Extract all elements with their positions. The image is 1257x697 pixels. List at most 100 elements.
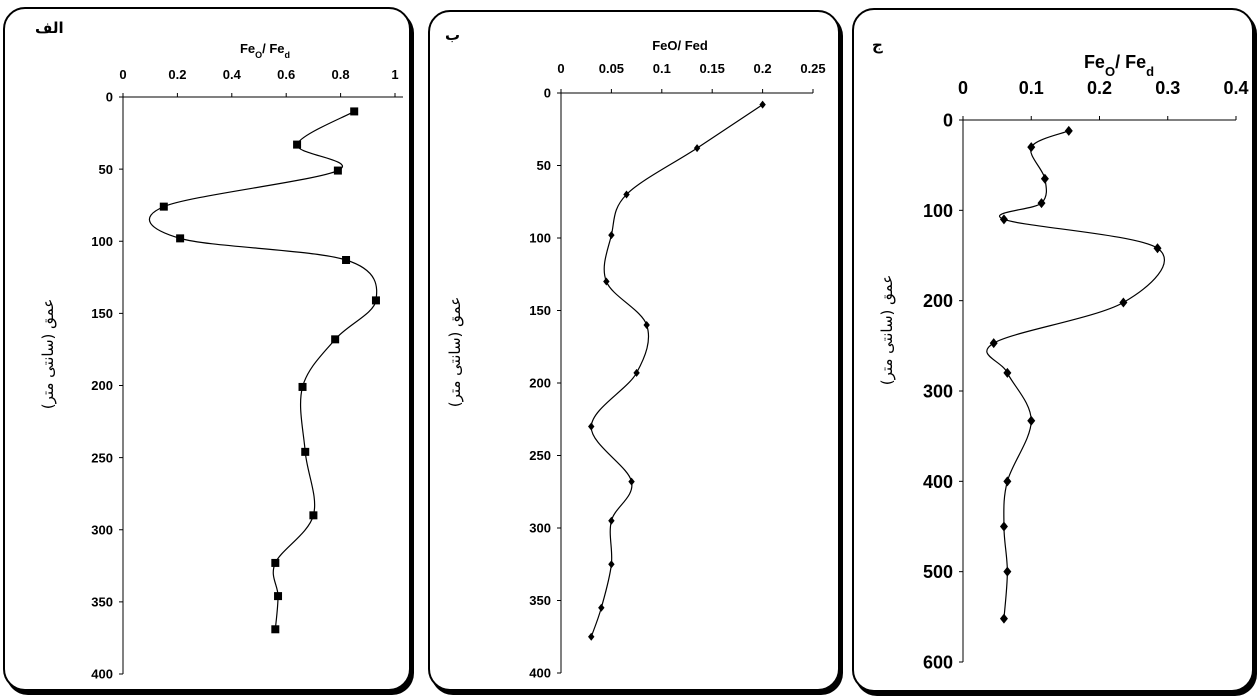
panel-label: الف [35, 19, 64, 37]
y-tick-label: 100 [923, 201, 953, 221]
x-tick-label: 0 [958, 78, 968, 98]
data-point [371, 296, 380, 305]
y-tick-label: 250 [529, 448, 551, 463]
data-point [588, 422, 595, 431]
data-point [1119, 297, 1128, 308]
y-tick-label: 150 [91, 306, 113, 321]
data-point [643, 321, 650, 329]
x-tick-label: 1 [391, 67, 398, 82]
data-point [159, 202, 168, 211]
x-tick-label: 0.8 [332, 67, 350, 82]
data-point [1153, 243, 1162, 254]
y-tick-label: 0 [106, 90, 113, 105]
series-line [148, 110, 378, 630]
x-tick-label: 0.1 [1019, 78, 1044, 98]
data-point [309, 511, 318, 520]
x-tick-label: 0.4 [1223, 78, 1248, 98]
data-point [1040, 173, 1049, 184]
x-tick-label: 0.3 [1155, 78, 1180, 98]
x-tick-label: 0.2 [1087, 78, 1112, 98]
chart-title: FeO/ Fed [652, 38, 708, 53]
y-tick-label: 500 [923, 562, 953, 582]
data-point [999, 521, 1008, 532]
data-point [271, 625, 280, 634]
x-tick-label: 0.15 [700, 61, 725, 76]
y-tick-label: 400 [529, 666, 551, 681]
data-point [331, 335, 340, 344]
data-point [293, 140, 302, 149]
y-tick-label: 350 [91, 595, 113, 610]
y-axis-label: عمق (سانتی متر) [446, 297, 464, 408]
y-tick-label: 50 [99, 162, 113, 177]
y-axis-label: عمق (سانتی متر) [878, 275, 896, 386]
x-tick-label: 0.25 [800, 61, 825, 76]
series-line [590, 104, 763, 637]
chart-panel-be: ب FeO/ Fed عمق (سانتی متر) 0 0.05 0.1 0.15 0.2 0… [428, 10, 840, 691]
x-tick-label: 0 [119, 67, 126, 82]
data-point [628, 477, 635, 486]
x-tick-label: 0.2 [754, 61, 772, 76]
data-point [623, 190, 630, 199]
data-point [342, 256, 351, 265]
y-tick-label: 150 [529, 303, 551, 318]
panel-label: ج [872, 36, 883, 54]
y-tick-label: 200 [529, 376, 551, 391]
y-axis-label: عمق (سانتی متر) [39, 299, 57, 410]
data-point [588, 632, 595, 641]
y-tick-label: 0 [544, 86, 551, 101]
y-tick-label: 250 [91, 450, 113, 465]
x-tick-label: 0.4 [223, 67, 242, 82]
data-point [999, 613, 1008, 624]
data-point [1003, 476, 1012, 487]
data-point [999, 214, 1008, 225]
data-point [274, 592, 283, 601]
data-point [759, 100, 766, 109]
y-tick-label: 0 [943, 110, 953, 130]
y-tick-label: 300 [91, 522, 113, 537]
y-tick-label: 600 [923, 652, 953, 672]
data-point [1064, 125, 1073, 136]
y-tick-label: 50 [537, 158, 551, 173]
data-point [598, 603, 605, 612]
y-tick-label: 350 [529, 593, 551, 608]
y-tick-label: 300 [529, 521, 551, 536]
data-point [693, 144, 701, 153]
chart-panel-alef: الف FeO/ Fed عمق (سانتی متر) 0 0.2 0.4 0.6 0.8 1… [3, 7, 411, 691]
data-point [333, 166, 342, 175]
data-point [1037, 198, 1046, 209]
y-tick-label: 400 [923, 472, 953, 492]
chart-title: FeO/ Fed [240, 41, 290, 60]
chart-be: ب FeO/ Fed عمق (سانتی متر) 0 0.05 0.1 0.15 0.2 0… [445, 26, 826, 681]
data-point [350, 107, 359, 116]
data-point [608, 516, 615, 525]
y-tick-label: 100 [91, 234, 113, 249]
data-point [1003, 367, 1012, 378]
y-tick-label: 300 [923, 381, 953, 401]
y-tick-label: 200 [923, 291, 953, 311]
data-point [301, 447, 310, 456]
series-line [986, 130, 1165, 619]
data-point [1027, 415, 1036, 426]
x-tick-label: 0.6 [277, 67, 295, 82]
panel-label: ب [445, 26, 460, 44]
data-point [1027, 142, 1036, 153]
x-tick-label: 0.05 [599, 61, 624, 76]
x-tick-label: 0 [557, 61, 564, 76]
chart-alef: الف FeO/ Fed عمق (سانتی متر) 0 0.2 0.4 0.6 0.8 1… [35, 19, 403, 682]
data-point [989, 338, 998, 349]
x-tick-label: 0.1 [653, 61, 671, 76]
data-point [603, 277, 610, 286]
chart-jim: ج FeO/ Fed عمق (سانتی متر) 0 0.1 0.2 0.3 0.4 0 10… [872, 36, 1249, 672]
data-point [298, 382, 307, 391]
y-tick-label: 200 [91, 378, 113, 393]
data-point [176, 234, 185, 243]
y-tick-label: 400 [91, 667, 113, 682]
chart-title: FeO/ Fed [1084, 52, 1154, 79]
data-point [1003, 566, 1012, 577]
data-point [608, 560, 615, 569]
data-point [271, 558, 280, 567]
y-tick-label: 100 [529, 231, 551, 246]
x-tick-label: 0.2 [168, 67, 186, 82]
chart-panel-jim: ج FeO/ Fed عمق (سانتی متر) 0 0.1 0.2 0.3 0.4 0 10… [852, 8, 1254, 692]
data-point [608, 231, 615, 240]
